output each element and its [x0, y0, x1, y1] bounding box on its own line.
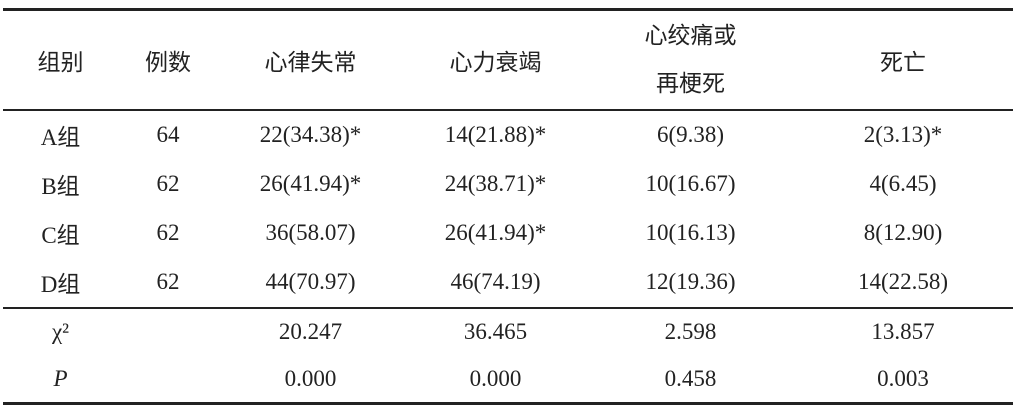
cell-text: 64 [156, 121, 180, 147]
cell: χ² [3, 308, 118, 356]
cell: 10(16.67) [588, 159, 793, 209]
cell-text: 62 [156, 220, 180, 246]
data-row: A组 64 22(34.38)* 14(21.88)* 6(9.38) 2(3.13)* [3, 110, 1013, 160]
cell: 10(16.13) [588, 209, 793, 259]
cell-text: 44(70.97) [265, 269, 356, 295]
cell: B组 [3, 159, 118, 209]
header-cell: 死亡 [793, 10, 1013, 110]
cell [118, 356, 218, 404]
cell: 13.857 [793, 308, 1013, 356]
cell-text: 12(19.36) [645, 269, 736, 295]
header-cell: 心绞痛或再梗死 [588, 10, 793, 110]
cell-text: 62 [156, 269, 180, 295]
cell-text: 0.000 [469, 365, 522, 391]
table-stats: χ² 20.247 36.465 2.598 13.857 P 0.000 0.000 0.45… [3, 307, 1013, 404]
cell: 0.003 [793, 356, 1013, 404]
cell: 0.000 [403, 356, 588, 404]
cell: 64 [118, 110, 218, 160]
cell [118, 308, 218, 356]
cell-text: 0.003 [877, 365, 929, 391]
cell: 62 [118, 258, 218, 308]
cell: 2.598 [588, 308, 793, 356]
cell: 8(12.90) [793, 209, 1013, 259]
cell-text: 20.247 [278, 319, 343, 344]
cell-text: 0.458 [664, 365, 717, 391]
table-body: A组 64 22(34.38)* 14(21.88)* 6(9.38) 2(3.13)* B… [3, 110, 1013, 308]
cell-text: 10(16.13) [645, 220, 736, 246]
cell: 36(58.07) [218, 209, 403, 259]
cell-text: 46(74.19) [450, 269, 541, 295]
cell: P [3, 356, 118, 404]
cell: 4(6.45) [793, 159, 1013, 209]
cell: 22(34.38)* [218, 110, 403, 160]
cell: 62 [118, 209, 218, 259]
cell: 26(41.94)* [403, 209, 588, 259]
header-text: 心绞痛或再梗死 [644, 22, 737, 96]
cell-text: 0.000 [284, 365, 337, 391]
cell-text: 36(58.07) [265, 220, 356, 246]
cell: 26(41.94)* [218, 159, 403, 209]
cell-text: 26(41.94)* [259, 170, 362, 196]
cell: 14(22.58) [793, 258, 1013, 308]
cell: 6(9.38) [588, 110, 793, 160]
cell: C组 [3, 209, 118, 259]
cell: 0.000 [218, 356, 403, 404]
cell-text: 62 [156, 170, 180, 196]
cell: 12(19.36) [588, 258, 793, 308]
cell-text: 10(16.67) [645, 170, 736, 196]
stat-row: χ² 20.247 36.465 2.598 13.857 [3, 307, 1013, 356]
results-table: 组别 例数 心律失常 心力衰竭 心绞痛或再梗死 死亡 A组 64 22(34.38)* 14(2… [3, 8, 1013, 405]
cell: 24(38.71)* [403, 159, 588, 209]
cell: 0.458 [588, 356, 793, 404]
stat-row: P 0.000 0.000 0.458 0.003 [3, 356, 1013, 404]
cell: 2(3.13)* [793, 110, 1013, 160]
cell-text: 4(6.45) [869, 170, 937, 196]
cell-text: χ² [51, 319, 70, 344]
cell-text: P [53, 365, 68, 391]
data-row: B组 62 26(41.94)* 24(38.71)* 10(16.67) 4(6.45) [3, 159, 1013, 209]
cell-text: 14(21.88)* [444, 121, 547, 147]
cell-text: 2.598 [664, 319, 717, 344]
cell: 62 [118, 159, 218, 209]
cell-text: 8(12.90) [863, 220, 943, 246]
cell-text: B组 [41, 173, 80, 199]
cell-text: 36.465 [463, 319, 528, 344]
cell-text: 6(9.38) [656, 121, 725, 147]
table-header: 组别 例数 心律失常 心力衰竭 心绞痛或再梗死 死亡 [3, 9, 1013, 110]
header-text: 心律失常 [264, 49, 357, 75]
cell: 20.247 [218, 308, 403, 356]
cell-text: 13.857 [871, 319, 935, 344]
header-cell: 例数 [118, 10, 218, 110]
header-cell: 组别 [3, 10, 118, 110]
data-row: C组 62 36(58.07) 26(41.94)* 10(16.13) 8(12.90) [3, 209, 1013, 259]
header-text: 死亡 [880, 49, 926, 75]
cell: 36.465 [403, 308, 588, 356]
cell-text: 14(22.58) [857, 269, 949, 295]
header-text: 组别 [37, 49, 84, 75]
cell-text: 24(38.71)* [444, 170, 547, 196]
header-cell: 心律失常 [218, 10, 403, 110]
cell-text: A组 [40, 124, 81, 150]
cell: 14(21.88)* [403, 110, 588, 160]
cell-text: 22(34.38)* [259, 121, 362, 147]
header-text: 心力衰竭 [449, 49, 542, 75]
cell-text: C组 [41, 223, 80, 249]
header-row: 组别 例数 心律失常 心力衰竭 心绞痛或再梗死 死亡 [3, 9, 1013, 110]
cell-text: D组 [40, 272, 81, 298]
cell: 46(74.19) [403, 258, 588, 308]
cell: A组 [3, 110, 118, 160]
data-row: D组 62 44(70.97) 46(74.19) 12(19.36) 14(22.58) [3, 258, 1013, 308]
cell: 44(70.97) [218, 258, 403, 308]
header-cell: 心力衰竭 [403, 10, 588, 110]
cell-text: 26(41.94)* [444, 220, 547, 246]
header-text: 例数 [145, 49, 191, 75]
cell: D组 [3, 258, 118, 308]
cell-text: 2(3.13)* [863, 121, 943, 147]
